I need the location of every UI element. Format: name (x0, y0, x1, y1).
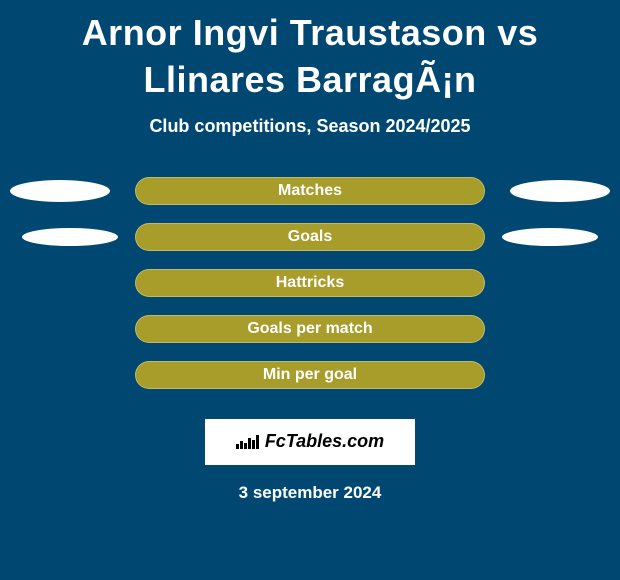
logo: FcTables.com (236, 431, 384, 452)
stats-section: Matches Goals Hattricks Goals per match … (0, 177, 620, 389)
stat-bar: Goals per match (135, 315, 485, 343)
stat-row-goals: Goals (0, 223, 620, 251)
stat-bar: Hattricks (135, 269, 485, 297)
right-value-ellipse (502, 228, 598, 246)
date-text: 3 september 2024 (239, 483, 382, 503)
left-value-ellipse (10, 180, 110, 202)
stat-row-hattricks: Hattricks (0, 269, 620, 297)
stat-label: Goals per match (247, 320, 372, 338)
main-container: Arnor Ingvi Traustason vs Llinares Barra… (0, 0, 620, 513)
stat-row-goals-per-match: Goals per match (0, 315, 620, 343)
logo-label: FcTables.com (265, 431, 384, 452)
stat-bar: Matches (135, 177, 485, 205)
stat-bar: Min per goal (135, 361, 485, 389)
page-subtitle: Club competitions, Season 2024/2025 (149, 116, 470, 137)
stat-bar: Goals (135, 223, 485, 251)
right-value-ellipse (510, 180, 610, 202)
stat-label: Matches (278, 182, 342, 200)
logo-box: FcTables.com (205, 419, 415, 465)
stat-row-matches: Matches (0, 177, 620, 205)
stat-row-min-per-goal: Min per goal (0, 361, 620, 389)
left-value-ellipse (22, 228, 118, 246)
stat-label: Hattricks (276, 274, 344, 292)
stat-label: Min per goal (263, 366, 357, 384)
stat-label: Goals (288, 228, 332, 246)
bar-chart-icon (236, 435, 259, 449)
page-title: Arnor Ingvi Traustason vs Llinares Barra… (0, 10, 620, 104)
